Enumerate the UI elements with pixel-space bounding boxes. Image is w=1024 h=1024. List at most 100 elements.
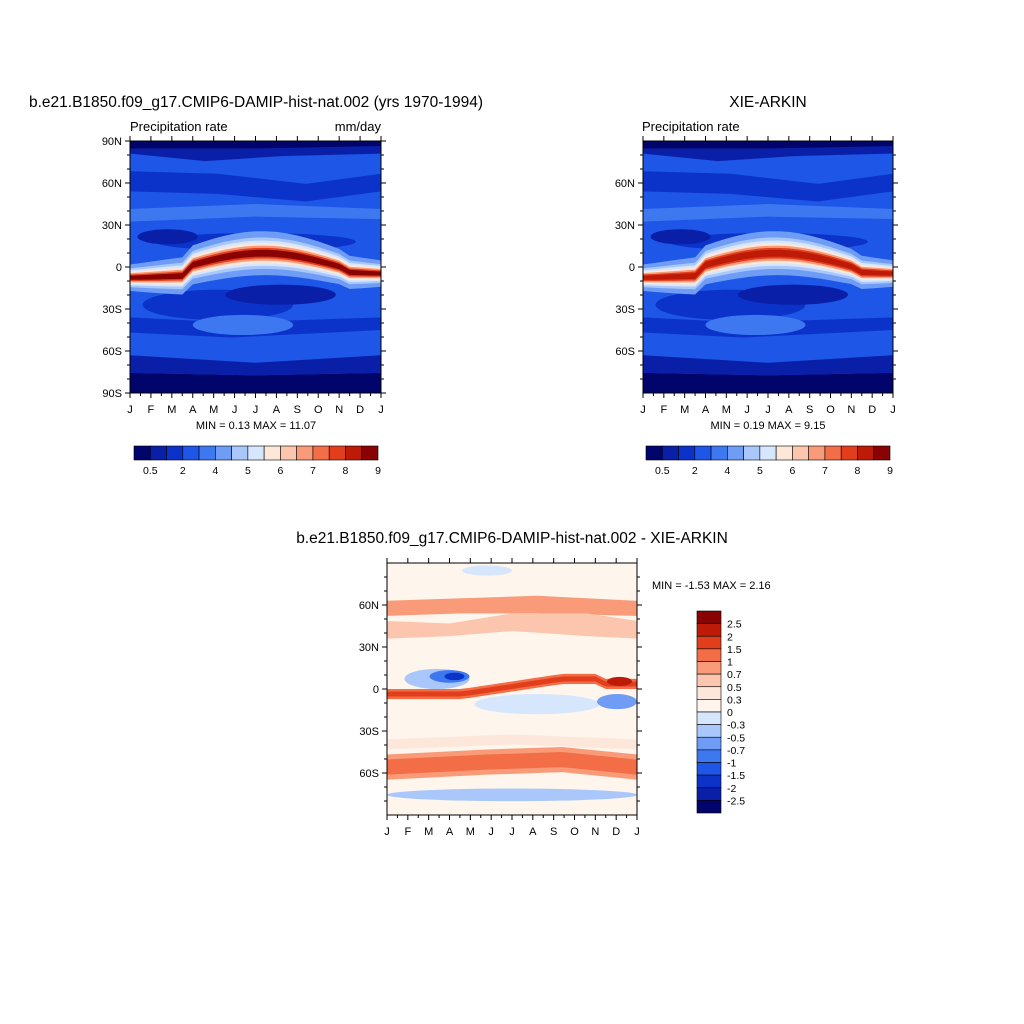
contour-band xyxy=(130,372,381,393)
x-tick-label: J xyxy=(765,404,771,416)
colorbar-label: 0.7 xyxy=(727,669,742,681)
panel-obs-title: XIE-ARKIN xyxy=(729,94,807,111)
contour-band xyxy=(643,355,893,376)
colorbar-swatch xyxy=(696,673,722,688)
colorbar-swatch xyxy=(280,445,297,461)
x-tick-label: S xyxy=(550,826,557,838)
colorbar-swatch xyxy=(231,445,249,461)
colorbar-label: 0.5 xyxy=(727,682,742,694)
colorbar-diff: 2.521.510.70.50.30-0.3-0.5-0.7-1-1.5-2-2… xyxy=(696,610,745,814)
x-tick-label: A xyxy=(529,826,537,838)
y-tick-label: 60S xyxy=(359,768,379,780)
y-tick-label: 60N xyxy=(615,178,635,190)
contour-band xyxy=(387,752,637,775)
colorbar-swatch xyxy=(696,661,722,675)
colorbar-swatch xyxy=(696,635,722,650)
x-tick-label: J xyxy=(384,826,390,838)
x-tick-label: A xyxy=(702,404,710,416)
panel-model-units: mm/day xyxy=(335,119,382,134)
panel-model: b.e21.B1850.f09_g17.CMIP6-DAMIP-hist-nat… xyxy=(29,94,483,477)
colorbar-swatch xyxy=(710,445,728,461)
colorbar-swatch xyxy=(696,724,722,738)
x-tick-label: N xyxy=(335,404,343,416)
colorbar-swatch xyxy=(696,648,722,662)
colorbar-swatch xyxy=(247,445,265,461)
colorbar-label: 5 xyxy=(245,465,251,477)
colorbar-label: 6 xyxy=(277,465,283,477)
x-tick-label: J xyxy=(890,404,896,416)
y-tick-label: 0 xyxy=(629,262,635,274)
y-tick-label: 60N xyxy=(102,178,122,190)
colorbar-label: 8 xyxy=(855,465,861,477)
colorbar-swatch xyxy=(328,445,346,461)
colorbar-label: -1.5 xyxy=(727,770,745,782)
panel-model-left-label: Precipitation rate xyxy=(130,119,228,134)
colorbar-label: 2.5 xyxy=(727,619,742,631)
colorbar-label: -0.7 xyxy=(727,745,745,757)
colorbar-swatch xyxy=(696,699,722,713)
colorbar-swatch xyxy=(824,445,842,461)
plot-area-obs xyxy=(643,141,893,393)
x-tick-label: J xyxy=(488,826,494,838)
colorbar-swatch xyxy=(696,787,722,801)
x-tick-label: J xyxy=(509,826,515,838)
y-tick-label: 0 xyxy=(116,262,122,274)
colorbar-swatch xyxy=(215,445,232,461)
colorbar-label: 2 xyxy=(180,465,186,477)
panel-diff-minmax: MIN = -1.53 MAX = 2.16 xyxy=(652,580,771,592)
x-tick-label: M xyxy=(424,826,433,838)
x-tick-label: A xyxy=(189,404,197,416)
x-tick-label: A xyxy=(785,404,793,416)
colorbar-label: 1.5 xyxy=(727,644,742,656)
contour-band xyxy=(387,788,637,802)
contour-band xyxy=(643,372,893,393)
colorbar-swatch xyxy=(198,445,216,461)
x-tick-label: O xyxy=(826,404,835,416)
colorbar-swatch xyxy=(312,445,330,461)
panel-model-title: b.e21.B1850.f09_g17.CMIP6-DAMIP-hist-nat… xyxy=(29,94,483,111)
colorbar-label: -1 xyxy=(727,758,736,770)
x-tick-label: S xyxy=(806,404,813,416)
contour-band xyxy=(130,249,381,280)
x-tick-label: D xyxy=(868,404,876,416)
colorbar-swatch xyxy=(149,445,167,461)
contour-band xyxy=(130,243,381,285)
y-tick-label: 30N xyxy=(102,220,122,232)
colorbar-model: 0.5 2 4 5 6 7 8 9 xyxy=(133,445,381,477)
x-tick-label: J xyxy=(253,404,259,416)
colorbar-label: -0.5 xyxy=(727,732,745,744)
x-tick-label: J xyxy=(744,404,750,416)
contour-band xyxy=(462,565,512,576)
colorbar-swatch xyxy=(696,686,722,700)
contour-band xyxy=(643,249,893,280)
colorbar-label: 4 xyxy=(212,465,218,477)
x-tick-label: M xyxy=(466,826,475,838)
x-tick-label: F xyxy=(404,826,411,838)
contour-band xyxy=(130,171,381,202)
colorbar-label: 0.5 xyxy=(655,465,670,477)
colorbar-label: 7 xyxy=(822,465,828,477)
x-tick-label: J xyxy=(127,404,133,416)
contour-band xyxy=(650,229,711,245)
contour-band xyxy=(130,355,381,376)
colorbar-swatch xyxy=(873,445,891,461)
x-tick-label: J xyxy=(378,404,384,416)
colorbar-swatch xyxy=(678,445,696,461)
colorbar-label: 0.5 xyxy=(143,465,158,477)
contour-band xyxy=(643,204,893,222)
colorbar-label: 2 xyxy=(727,631,733,643)
colorbar-swatch xyxy=(775,445,793,461)
y-tick-label: 60N xyxy=(359,600,379,612)
x-tick-label: F xyxy=(148,404,155,416)
colorbar-swatch xyxy=(743,445,761,461)
y-tick-label: 60S xyxy=(102,346,122,358)
contour-band xyxy=(607,676,632,686)
colorbar-swatch xyxy=(857,445,875,461)
colorbar-swatch xyxy=(696,736,722,751)
x-tick-label: D xyxy=(356,404,364,416)
y-tick-label: 30S xyxy=(102,304,122,316)
y-tick-label: 30N xyxy=(615,220,635,232)
contour-band xyxy=(225,284,336,305)
x-tick-label: N xyxy=(591,826,599,838)
